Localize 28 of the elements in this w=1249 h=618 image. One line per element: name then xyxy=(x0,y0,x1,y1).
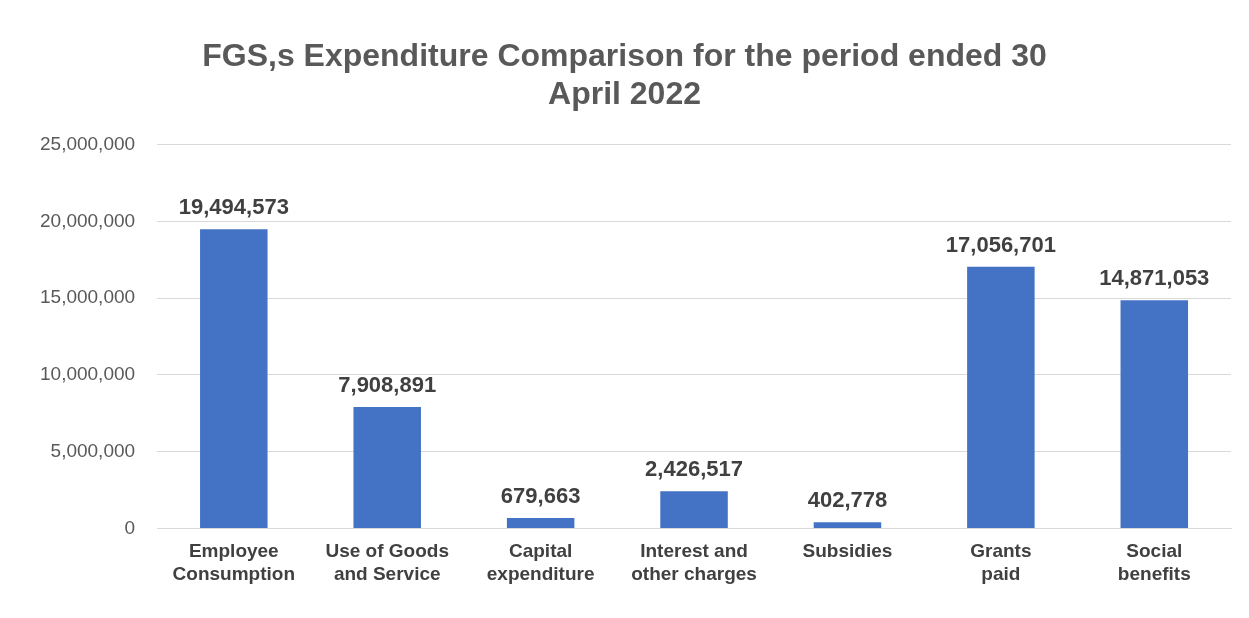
data-label: 17,056,701 xyxy=(945,231,1056,257)
bar xyxy=(353,407,421,528)
y-tick-label: 15,000,000 xyxy=(40,286,136,308)
x-tick-label: Subsidies xyxy=(802,540,893,562)
x-tick-label: Social benefits xyxy=(1117,540,1191,584)
data-label: 14,871,053 xyxy=(1099,265,1210,291)
bar xyxy=(200,229,268,528)
data-label: 7,908,891 xyxy=(338,372,437,398)
y-tick-label: 25,000,000 xyxy=(40,133,136,155)
data-label: 679,663 xyxy=(500,483,581,509)
x-tick-label: Interest and other charges xyxy=(631,540,757,584)
bar xyxy=(967,266,1035,528)
bar xyxy=(813,522,882,528)
data-label: 2,426,517 xyxy=(645,456,743,482)
y-tick-label: 10,000,000 xyxy=(40,363,136,385)
bar xyxy=(660,491,728,528)
y-tick-label: 20,000,000 xyxy=(40,209,136,231)
y-tick-label: 5,000,000 xyxy=(50,439,136,461)
data-label: 19,494,573 xyxy=(178,194,289,220)
y-tick-label: 0 xyxy=(124,516,136,538)
bar xyxy=(506,517,575,528)
x-tick-label: Grants paid xyxy=(970,540,1032,584)
x-tick-label: Capital expenditure xyxy=(486,540,595,584)
data-label: 402,778 xyxy=(807,487,888,513)
x-tick-label: Employee Consumption xyxy=(172,540,296,584)
bar xyxy=(1120,300,1189,528)
chart-title: FGS,s Expenditure Comparison for the period ended 30 April 2022 xyxy=(202,37,1047,112)
x-tick-label: Use of Goods and Service xyxy=(325,540,449,584)
